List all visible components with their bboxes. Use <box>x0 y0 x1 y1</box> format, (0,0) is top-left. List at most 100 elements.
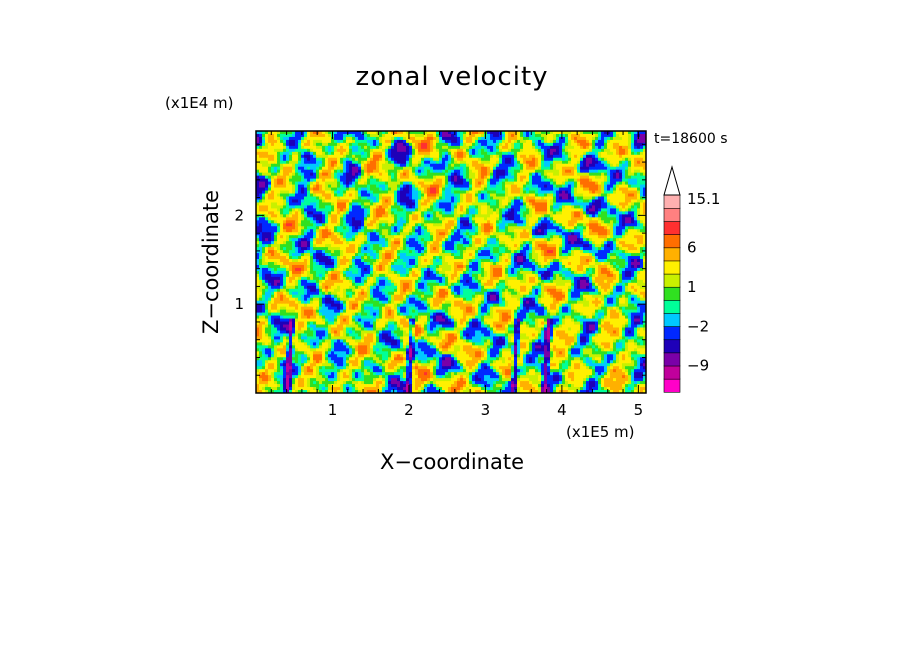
field-cell <box>355 193 359 198</box>
field-cell <box>409 133 413 138</box>
field-cell <box>412 131 416 135</box>
field-cell <box>379 208 383 212</box>
field-cell <box>310 169 314 174</box>
field-cell <box>394 190 398 195</box>
field-cell <box>592 166 596 171</box>
field-cell <box>547 142 551 147</box>
field-cell <box>595 157 599 162</box>
field-cell <box>361 172 365 177</box>
field-cell <box>391 205 395 210</box>
field-cell <box>259 202 263 207</box>
field-cell <box>301 202 305 207</box>
field-cell <box>595 202 599 207</box>
field-cell <box>451 178 455 183</box>
field-cell <box>511 151 515 156</box>
field-cell <box>493 193 497 198</box>
field-cell <box>529 172 533 177</box>
field-cell <box>373 136 377 141</box>
field-cell <box>424 157 428 162</box>
field-cell <box>367 184 371 189</box>
field-cell <box>568 160 572 165</box>
field-cell <box>517 139 521 144</box>
field-cell <box>355 190 359 195</box>
field-cell <box>322 148 326 153</box>
field-cell <box>490 136 494 141</box>
field-cell <box>277 131 281 135</box>
field-cell <box>331 163 335 168</box>
field-cell <box>337 193 341 198</box>
field-cell <box>325 190 329 195</box>
field-cell <box>508 151 512 156</box>
field-cell <box>406 145 410 150</box>
field-cell <box>427 163 431 168</box>
field-cell <box>286 145 290 150</box>
field-cell <box>331 211 335 215</box>
field-cell <box>532 142 536 147</box>
field-cell <box>427 184 431 189</box>
field-cell <box>373 139 377 144</box>
field-cell <box>301 136 305 141</box>
field-cell <box>415 160 419 165</box>
field-cell <box>286 142 290 147</box>
field-cell <box>355 175 359 180</box>
field-cell <box>490 184 494 189</box>
field-cell <box>607 136 611 141</box>
field-cell <box>307 142 311 147</box>
field-cell <box>391 131 395 135</box>
field-cell <box>505 184 509 189</box>
field-cell <box>460 175 464 180</box>
field-cell <box>565 136 569 141</box>
field-cell <box>550 187 554 192</box>
field-cell <box>640 154 644 159</box>
field-cell <box>592 136 596 141</box>
field-cell <box>406 148 410 153</box>
field-cell <box>418 196 422 201</box>
field-cell <box>625 187 629 192</box>
field-cell <box>337 211 341 215</box>
field-cell <box>295 199 299 204</box>
field-cell <box>331 205 335 210</box>
field-cell <box>496 133 500 138</box>
field-cell <box>349 202 353 207</box>
field-cell <box>565 205 569 210</box>
field-cell <box>307 175 311 180</box>
field-cell <box>361 175 365 180</box>
field-cell <box>634 190 638 195</box>
field-cell <box>547 175 551 180</box>
field-cell <box>370 181 374 186</box>
field-cell <box>586 157 590 162</box>
field-cell <box>556 160 560 165</box>
field-cell <box>391 139 395 144</box>
field-cell <box>502 157 506 162</box>
field-cell <box>418 131 422 135</box>
field-cell <box>601 151 605 156</box>
field-cell <box>529 196 533 201</box>
field-cell <box>397 184 401 189</box>
field-cell <box>265 136 269 141</box>
field-cell <box>454 208 458 212</box>
field-cell <box>577 157 581 162</box>
field-cell <box>484 193 488 198</box>
field-cell <box>616 157 620 162</box>
field-cell <box>598 133 602 138</box>
field-cell <box>271 148 275 153</box>
field-cell <box>412 166 416 171</box>
field-cell <box>598 163 602 168</box>
field-cell <box>268 184 272 189</box>
field-cell <box>481 196 485 201</box>
field-cell <box>559 181 563 186</box>
field-cell <box>436 208 440 212</box>
field-cell <box>415 181 419 186</box>
field-cell <box>454 131 458 135</box>
field-cell <box>334 184 338 189</box>
field-cell <box>355 166 359 171</box>
field-cell <box>352 172 356 177</box>
field-cell <box>271 166 275 171</box>
field-cell <box>295 166 299 171</box>
field-cell <box>289 157 293 162</box>
field-cell <box>448 142 452 147</box>
field-cell <box>637 151 641 156</box>
field-cell <box>352 157 356 162</box>
field-cell <box>556 205 560 210</box>
field-cell <box>469 175 473 180</box>
